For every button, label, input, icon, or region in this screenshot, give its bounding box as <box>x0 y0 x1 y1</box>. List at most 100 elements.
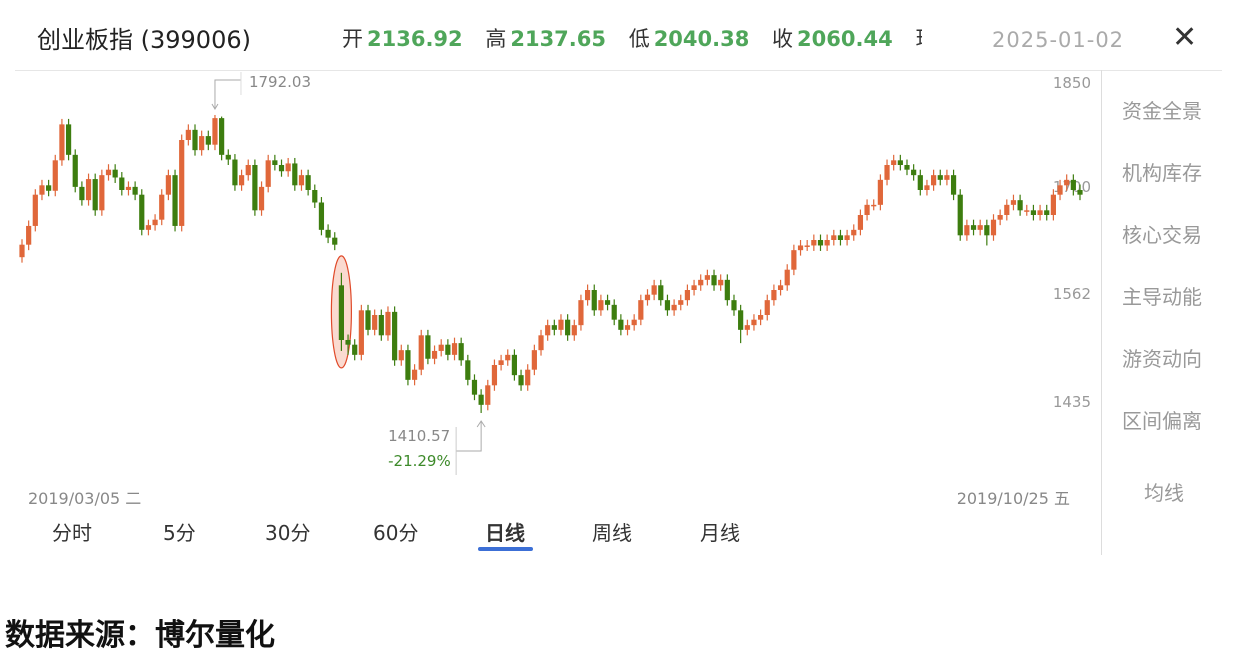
candle-body <box>451 343 458 355</box>
tab-monthly[interactable]: 月线 <box>700 521 740 545</box>
candle-body <box>957 194 963 236</box>
candle-body <box>112 169 118 178</box>
candle-body <box>531 350 537 370</box>
candle-body <box>658 285 664 301</box>
candle-body <box>804 245 810 247</box>
candle-body <box>245 165 251 176</box>
low-label: 低 <box>628 27 650 51</box>
candle-body <box>864 204 870 215</box>
candle-body <box>724 279 730 301</box>
candle-body <box>225 154 231 160</box>
candle-body <box>305 175 311 190</box>
y-tick-label: 1562 <box>1052 285 1091 303</box>
high-annotation-line <box>214 79 241 109</box>
candle-body <box>604 300 611 305</box>
candle-body <box>258 186 265 211</box>
low-annotation-change: -21.29% <box>388 451 451 470</box>
arrow-down-icon <box>211 103 219 110</box>
header-divider <box>15 70 1222 71</box>
candle-body <box>458 343 464 361</box>
candle-body <box>877 179 883 205</box>
candle-body <box>584 290 591 301</box>
candle-body <box>265 160 271 187</box>
tab-60min[interactable]: 60分 <box>373 521 419 545</box>
active-tab-indicator <box>478 547 533 551</box>
menu-fund-overview[interactable]: 资金全景 <box>1122 99 1202 123</box>
candle-body <box>19 244 25 258</box>
candle-body <box>964 225 970 236</box>
candle-body <box>1070 179 1076 190</box>
candle-body <box>797 245 804 251</box>
candle-body <box>411 369 418 380</box>
menu-leading-momentum[interactable]: 主导动能 <box>1122 285 1202 309</box>
candle-body <box>392 311 398 361</box>
menu-hot-money[interactable]: 游资动向 <box>1122 347 1202 371</box>
candle-body <box>711 275 717 286</box>
candle-body <box>139 194 145 230</box>
candle-body <box>352 344 358 355</box>
tab-30min[interactable]: 30分 <box>265 521 311 545</box>
menu-moving-average[interactable]: 均线 <box>1144 481 1184 505</box>
candle-body <box>26 225 32 245</box>
low-annotation-label: 1410.57 <box>388 426 451 445</box>
candle-body <box>105 169 112 176</box>
menu-core-trading[interactable]: 核心交易 <box>1122 223 1202 247</box>
candle-body <box>857 215 864 230</box>
candle-body <box>385 311 391 336</box>
candle-body <box>445 344 451 355</box>
candle-body <box>578 300 584 326</box>
tab-5min[interactable]: 5分 <box>163 521 196 545</box>
x-start-date: 2019/03/05 二 <box>28 489 142 508</box>
candle-body <box>744 325 750 330</box>
candle-body <box>358 310 364 355</box>
candle-body <box>811 240 817 246</box>
open-value: 2136.92 <box>367 27 463 51</box>
candle-body <box>837 235 844 240</box>
candle-body <box>145 225 152 230</box>
candle-body <box>751 319 757 326</box>
candle-body <box>125 186 132 190</box>
candle-body <box>678 300 684 305</box>
candle-body <box>718 279 724 286</box>
high-value: 2137.65 <box>510 27 606 51</box>
menu-range-deviation[interactable]: 区间偏离 <box>1122 409 1202 433</box>
candle-body <box>92 179 98 211</box>
candle-body <box>598 300 604 311</box>
menu-institution-inventory[interactable]: 机构库存 <box>1122 161 1202 185</box>
low-value: 2040.38 <box>653 27 750 51</box>
candle-body <box>924 185 930 190</box>
candle-body <box>318 202 325 230</box>
candle-body <box>1050 194 1056 215</box>
candle-body <box>205 136 211 145</box>
low-annotation-line <box>456 420 482 452</box>
candle-body <box>817 240 824 246</box>
candle-body <box>897 160 903 165</box>
candle-body <box>917 175 923 190</box>
high-label: 高 <box>485 27 507 51</box>
candle-body <box>172 175 178 226</box>
candle-body <box>378 315 384 336</box>
candle-body <box>691 285 697 290</box>
candle-body <box>950 175 957 195</box>
candle-body <box>418 335 424 370</box>
candle-body <box>758 315 764 320</box>
candle-body <box>398 350 404 361</box>
candle-body <box>485 385 491 405</box>
candle-body <box>505 354 511 361</box>
candle-body <box>990 219 997 236</box>
close-x-icon[interactable]: ✕ <box>1172 20 1198 55</box>
candle-body <box>1037 210 1043 215</box>
tab-daily[interactable]: 日线 <box>485 521 525 545</box>
candle-body <box>791 250 797 270</box>
index-title: 创业板指 (399006) <box>37 26 251 54</box>
candle-body <box>651 285 657 295</box>
candle-body <box>238 175 245 186</box>
candle-body <box>664 300 671 311</box>
candle-body <box>1044 210 1050 215</box>
candle-body <box>551 325 557 330</box>
candle-body <box>638 300 644 320</box>
tab-intraday[interactable]: 分时 <box>52 521 92 545</box>
tab-weekly[interactable]: 周线 <box>592 521 632 545</box>
candle-body <box>431 350 438 359</box>
candle-body <box>891 160 897 165</box>
